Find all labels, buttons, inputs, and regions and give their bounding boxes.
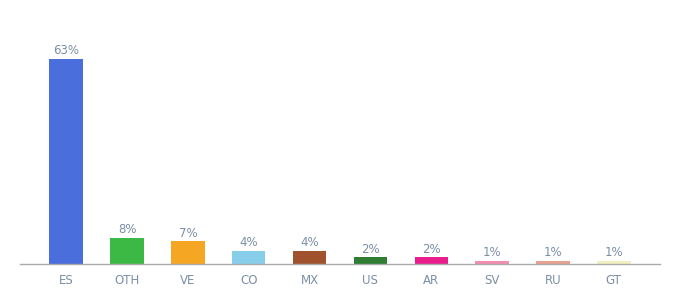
- Text: 8%: 8%: [118, 223, 136, 236]
- Text: 2%: 2%: [361, 243, 379, 256]
- Text: 1%: 1%: [483, 246, 501, 259]
- Bar: [171, 241, 205, 264]
- Bar: [537, 261, 570, 264]
- Bar: [354, 257, 387, 264]
- Text: 1%: 1%: [605, 246, 623, 259]
- Bar: [597, 261, 630, 264]
- Bar: [415, 257, 448, 264]
- Bar: [475, 261, 509, 264]
- Bar: [110, 238, 143, 264]
- Text: 1%: 1%: [543, 246, 562, 259]
- Text: 7%: 7%: [179, 226, 197, 240]
- Text: 63%: 63%: [53, 44, 79, 57]
- Text: 4%: 4%: [239, 236, 258, 249]
- Bar: [293, 251, 326, 264]
- Text: 2%: 2%: [422, 243, 441, 256]
- Text: 4%: 4%: [301, 236, 319, 249]
- Bar: [50, 59, 83, 264]
- Bar: [232, 251, 265, 264]
